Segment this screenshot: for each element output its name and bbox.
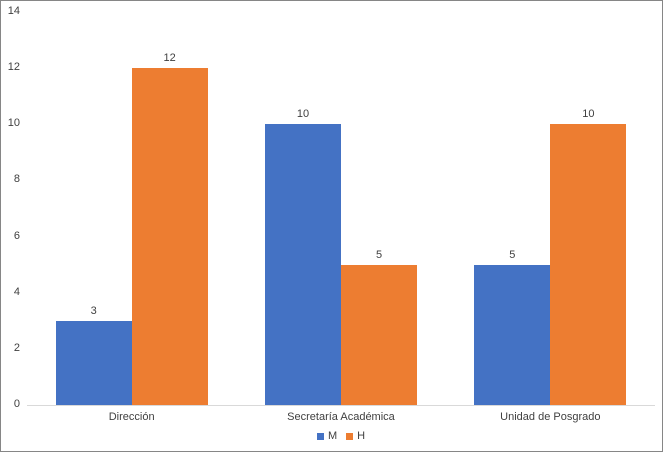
y-tick-label: 4 [13,285,20,298]
x-category-label: Secretaría Académica [287,411,395,423]
bar-H-1 [131,68,208,405]
data-label: 12 [163,52,176,65]
y-tick-label: 0 [13,398,20,410]
data-label: 5 [375,248,383,261]
x-category-label: Unidad de Posgrado [500,411,601,423]
y-tick-label: 12 [7,61,20,74]
legend-item-H: H [346,430,365,442]
legend-swatch-icon [316,432,324,440]
bar-M-2 [265,124,341,405]
bar-H-2 [341,264,417,405]
x-axis-line [27,405,655,406]
legend-label: M [327,430,338,442]
bar-M-1 [55,320,132,405]
y-tick-label: 14 [7,5,20,17]
y-tick-label: 8 [13,173,20,186]
legend-label: H [357,430,366,442]
bar-H-3 [550,124,627,405]
legend-swatch-icon [346,432,354,440]
y-tick-label: 10 [7,117,20,130]
data-label: 10 [582,108,595,121]
y-tick-label: 2 [13,341,20,354]
data-label: 5 [509,248,516,261]
data-label: 10 [296,108,310,121]
bar-M-3 [474,264,551,405]
y-tick-label: 6 [13,229,20,242]
x-category-label: Dirección [108,411,155,423]
legend-item-M: M [316,430,338,442]
data-label: 3 [90,304,97,317]
